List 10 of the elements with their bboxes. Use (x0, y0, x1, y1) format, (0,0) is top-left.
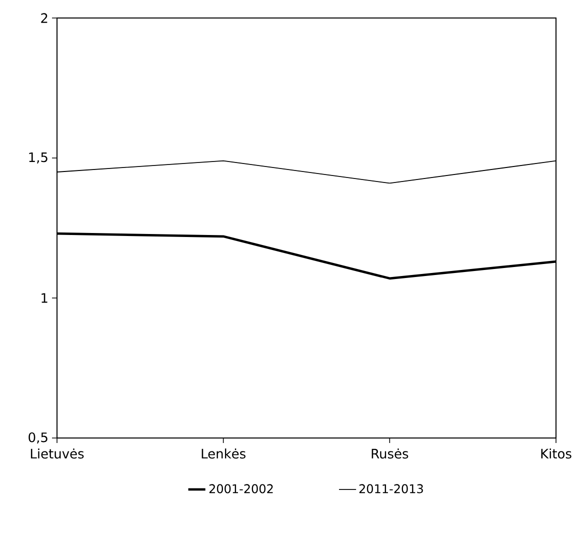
x-tick-label: Lietuvės (30, 448, 84, 459)
legend-label: 2001-2002 (209, 484, 273, 494)
x-tick-label: Rusės (372, 448, 408, 459)
y-tick-label: 2 (41, 13, 48, 23)
x-tick-label: Lenkės (202, 448, 246, 459)
x-tick-label: Kitos (541, 448, 572, 459)
y-tick-label: 1,5 (29, 152, 48, 164)
y-tick-label: 1 (42, 293, 48, 303)
legend-label: 2011-2013 (359, 484, 423, 494)
y-tick-label: 0,5 (28, 432, 48, 444)
